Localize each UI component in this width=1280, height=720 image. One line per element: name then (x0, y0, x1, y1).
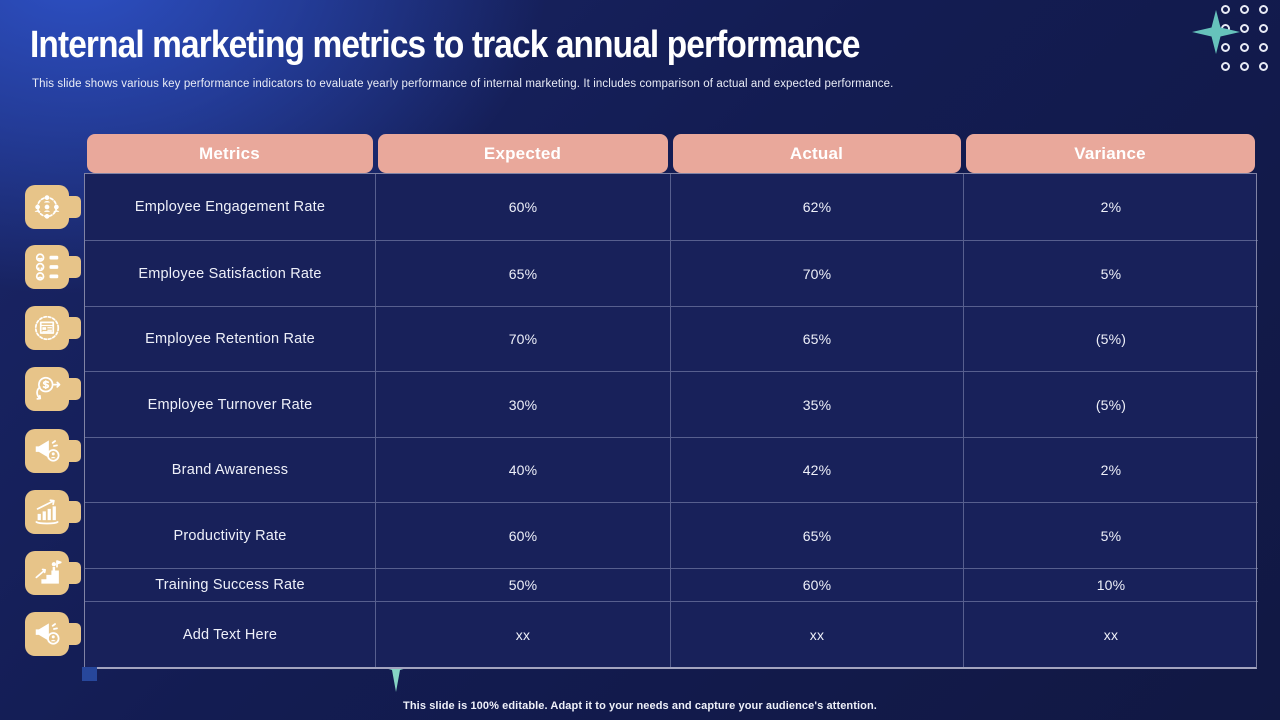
value-cell: 65% (671, 503, 964, 569)
dollar-turnover-icon (25, 367, 69, 411)
value-cell: 5% (964, 503, 1258, 569)
column-header-actual: Actual (672, 134, 961, 173)
icon-tab-connector (67, 378, 81, 400)
dollar-turnover-icon-tag (25, 367, 81, 411)
metric-name-cell: Employee Satisfaction Rate (85, 241, 376, 307)
table-row: Training Success Rate 50% 60% 10% (85, 569, 1258, 602)
value-cell: 2% (964, 174, 1258, 241)
icon-tab-connector (67, 623, 81, 645)
column-header-metrics: Metrics (86, 134, 373, 173)
value-cell: 50% (376, 569, 671, 602)
dot-decoration (1221, 62, 1230, 71)
value-cell: 65% (671, 307, 964, 372)
org-people-network-icon (25, 185, 69, 229)
footer-note: This slide is 100% editable. Adapt it to… (403, 700, 877, 712)
dot-decoration (1259, 24, 1268, 33)
value-cell: 40% (376, 438, 671, 503)
org-people-network-icon-tag (25, 185, 81, 229)
value-cell: 70% (376, 307, 671, 372)
value-cell: 42% (671, 438, 964, 503)
metric-name-cell: Add Text Here (85, 602, 376, 667)
sparkle-star-icon (1192, 10, 1240, 54)
dot-decoration (1240, 24, 1249, 33)
growth-chart-icon-tag (25, 490, 81, 534)
value-cell: 35% (671, 372, 964, 438)
value-cell: 10% (964, 569, 1258, 602)
dot-decoration (1259, 62, 1268, 71)
icon-tab-connector (67, 562, 81, 584)
metric-name-cell: Productivity Rate (85, 503, 376, 569)
metric-name-cell: Employee Engagement Rate (85, 174, 376, 241)
value-cell: 2% (964, 438, 1258, 503)
megaphone-announce-icon (25, 612, 69, 656)
metric-name-cell: Brand Awareness (85, 438, 376, 503)
value-cell: 60% (376, 174, 671, 241)
table-row: Employee Engagement Rate 60% 62% 2% (85, 174, 1258, 241)
dot-decoration (1240, 5, 1249, 14)
value-cell: xx (1103, 626, 1119, 643)
value-cell: 62% (671, 174, 964, 241)
value-cell: 30% (376, 372, 671, 438)
career-stairs-icon (25, 551, 69, 595)
metric-name-cell: Training Success Rate (85, 569, 376, 602)
column-header-variance: Variance (965, 134, 1255, 173)
blue-square-decoration (82, 667, 97, 681)
dot-decoration (1240, 62, 1249, 71)
table-row: Add Text Here xx xx xx (85, 602, 1256, 667)
satisfaction-rating-icon-tag (25, 245, 81, 289)
dot-decoration (1221, 5, 1230, 14)
dot-decoration (1221, 43, 1230, 52)
icon-tab-connector (67, 256, 81, 278)
dot-decoration (1259, 43, 1268, 52)
value-cell: 5% (964, 241, 1258, 307)
value-cell: xx (671, 602, 964, 667)
dot-decoration (1240, 43, 1249, 52)
satisfaction-rating-icon (25, 245, 69, 289)
megaphone-announce-icon-tag (25, 612, 81, 656)
megaphone-target-icon-tag (25, 429, 81, 473)
table-row: Productivity Rate 60% 65% 5% (85, 503, 1258, 569)
dot-decoration (1259, 5, 1268, 14)
table-row: Brand Awareness 40% 42% 2% (85, 438, 1258, 503)
slide-title: Internal marketing metrics to track annu… (30, 24, 861, 66)
retention-document-icon (25, 306, 69, 350)
metrics-table: Metrics Expected Actual Variance Employee E… (84, 134, 1258, 669)
value-cell: 65% (376, 241, 671, 307)
table-row: Employee Turnover Rate 30% 35% (5%) (85, 372, 1258, 438)
table-row: Employee Satisfaction Rate 65% 70% 5% (85, 241, 1258, 307)
icon-tab-connector (67, 196, 81, 218)
metric-name-cell: Employee Retention Rate (85, 307, 376, 372)
slide-subtitle: This slide shows various key performance… (32, 78, 894, 90)
megaphone-target-icon (25, 429, 69, 473)
table-header-row: Metrics Expected Actual Variance (84, 134, 1257, 173)
value-cell: xx (376, 602, 671, 667)
icon-tab-connector (67, 501, 81, 523)
column-header-expected: Expected (377, 134, 668, 173)
icon-tab-connector (67, 440, 81, 462)
metric-name-cell: Employee Turnover Rate (85, 372, 376, 438)
value-cell: (5%) (964, 372, 1258, 438)
value-cell: 60% (376, 503, 671, 569)
value-cell: 60% (671, 569, 964, 602)
value-cell: (5%) (964, 307, 1258, 372)
table-body: Employee Engagement Rate 60% 62% 2% Employee… (84, 173, 1258, 669)
career-stairs-icon-tag (25, 551, 81, 595)
icon-tab-connector (67, 317, 81, 339)
table-row: Employee Retention Rate 70% 65% (5%) (85, 307, 1258, 372)
growth-chart-icon (25, 490, 69, 534)
value-cell: 70% (671, 241, 964, 307)
retention-document-icon-tag (25, 306, 81, 350)
